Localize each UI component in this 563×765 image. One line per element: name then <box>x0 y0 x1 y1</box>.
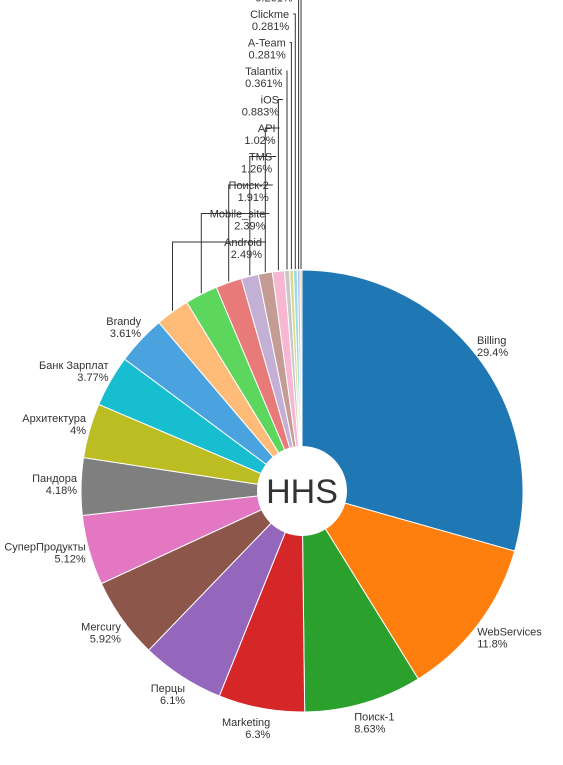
leader-line-a-team <box>289 42 292 270</box>
slice-name-clickme: Clickme <box>250 9 289 21</box>
leader-line-defense <box>300 0 302 269</box>
pie-slice-defense <box>299 269 303 492</box>
slice-value-webservices: 11.8% <box>477 639 508 651</box>
leader-line-talantix <box>286 70 288 270</box>
slice-name-android: Android <box>224 237 262 249</box>
leader-line-tms <box>249 156 277 276</box>
slice-name-item-6: СуперПродукты <box>4 542 85 554</box>
slice-name-1: Поиск-1 <box>354 712 394 724</box>
leader-line-2 <box>228 184 273 282</box>
slice-name-tms: TMS <box>249 152 272 164</box>
slice-value-billing: 29.4% <box>477 347 508 359</box>
slice-value-talantix: 0.361% <box>245 78 283 90</box>
slice-name-item-8: Архитектура <box>22 413 87 425</box>
slice-value-tms: 1.26% <box>241 164 272 176</box>
slice-name-marketing: Marketing <box>222 717 270 729</box>
slice-name-talantix: Talantix <box>245 66 283 78</box>
slice-name-item-4: Перцы <box>151 683 185 695</box>
pie-slice-1 <box>301 489 419 713</box>
slice-name-billing: Billing <box>477 335 506 347</box>
slice-name-brandy: Brandy <box>106 316 141 328</box>
slice-name-mercury: Mercury <box>81 621 121 633</box>
leader-line-api <box>264 127 280 273</box>
slice-name-item-9: Банк Зарплат <box>39 360 108 372</box>
slice-value-item-9: 3.77% <box>77 372 108 384</box>
pie-slices <box>80 269 524 713</box>
pie-slice-billing <box>301 269 524 552</box>
slice-name-a-team: A-Team <box>248 38 286 50</box>
pie-leader-lines <box>172 0 302 311</box>
leader-line-mobile-site <box>200 213 270 294</box>
center-hole <box>257 446 347 536</box>
slice-value-item-20: 0.201% <box>255 0 293 5</box>
slice-value-api: 1.02% <box>244 135 275 147</box>
slice-value-marketing: 6.3% <box>245 729 270 741</box>
slice-value-a-team: 0.281% <box>248 50 286 62</box>
leader-line-item-20 <box>298 0 300 269</box>
slice-name-mobile-site: Mobile_site <box>210 209 266 221</box>
center-label: HHS <box>266 473 338 511</box>
slice-value-clickme: 0.281% <box>252 21 290 33</box>
slice-value-1: 8.63% <box>354 724 385 736</box>
slice-value-ios: 0.883% <box>242 107 280 119</box>
leader-line-clickme <box>293 13 296 270</box>
slice-value-brandy: 3.61% <box>110 328 141 340</box>
slice-value-mobile-site: 2.39% <box>234 221 265 233</box>
slice-value-mercury: 5.92% <box>90 633 121 645</box>
slice-name-webservices: WebServices <box>477 627 542 639</box>
pie-slice-webservices <box>300 490 516 680</box>
slice-value-item-6: 5.12% <box>54 554 85 566</box>
slice-value-android: 2.49% <box>231 249 262 261</box>
slice-name-item-7: Пандора <box>32 473 78 485</box>
leader-line-ios <box>277 99 283 271</box>
slice-value-2: 1.91% <box>238 192 269 204</box>
slice-value-item-4: 6.1% <box>160 695 185 707</box>
slice-name-ios: iOS <box>261 95 279 107</box>
leader-line-android <box>172 241 266 311</box>
slice-value-item-7: 4.18% <box>46 485 77 497</box>
slice-name-api: API <box>258 123 276 135</box>
slice-value-item-8: 4% <box>70 425 86 437</box>
slice-name-2: Поиск-2 <box>229 180 269 192</box>
